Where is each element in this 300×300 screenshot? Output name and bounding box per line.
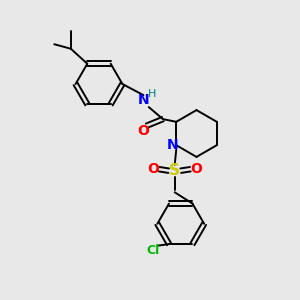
Text: O: O: [147, 162, 159, 176]
Text: S: S: [169, 163, 180, 178]
Text: Cl: Cl: [146, 244, 160, 256]
Text: H: H: [148, 89, 157, 99]
Text: O: O: [190, 162, 202, 176]
Text: N: N: [167, 138, 178, 152]
Text: N: N: [138, 94, 149, 107]
Text: O: O: [137, 124, 149, 138]
